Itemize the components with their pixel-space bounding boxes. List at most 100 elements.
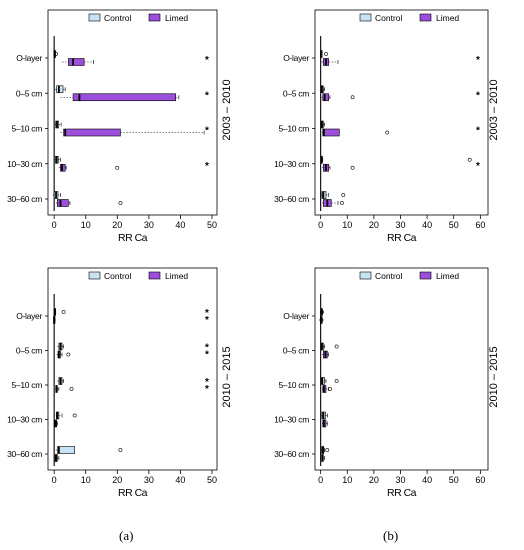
x-tick-label: 50: [449, 475, 459, 485]
x-tick-label: 60: [475, 220, 485, 230]
box-outlier: [54, 52, 58, 56]
y-tick-label: O-layer: [283, 53, 309, 63]
legend-swatch-control: [88, 271, 101, 280]
significance-marker: *: [205, 315, 209, 326]
x-tick-label: 30: [144, 475, 154, 485]
legend-swatch-limed: [148, 13, 161, 22]
plot-frame: [47, 267, 218, 471]
box-control: [56, 85, 64, 94]
x-tick-label: 0: [318, 220, 323, 230]
x-tick-label: 30: [395, 475, 405, 485]
x-tick-label: 0: [52, 220, 57, 230]
legend-swatch-limed: [419, 13, 432, 22]
box-outlier: [325, 448, 330, 452]
box-outlier: [350, 165, 355, 170]
legend-swatch-limed: [419, 271, 432, 280]
y-tick-label: 0–5 cm: [16, 346, 42, 356]
x-tick-label: 10: [342, 220, 352, 230]
x-tick-label: 50: [207, 220, 217, 230]
y-tick-label: 10–30 cm: [7, 159, 42, 169]
period-label: 2010 – 2015: [488, 346, 500, 407]
box-limed: [72, 93, 176, 102]
significance-marker: *: [476, 55, 480, 66]
legend-label-control: Control: [375, 271, 403, 281]
y-tick-label: 10–30 cm: [274, 415, 309, 425]
legend-swatch-control: [359, 271, 372, 280]
box-outlier: [334, 344, 339, 349]
plot-frame: [314, 267, 489, 471]
box-outlier: [69, 387, 74, 391]
y-tick-label: 30–60 cm: [274, 449, 309, 459]
x-tick-label: 0: [52, 475, 57, 485]
significance-marker: *: [476, 161, 480, 172]
y-tick-label: 5–10 cm: [11, 124, 42, 134]
significance-marker: *: [205, 161, 209, 172]
x-tick-label: 10: [342, 475, 352, 485]
y-tick-label: O-layer: [16, 53, 42, 63]
box-outlier: [467, 157, 472, 162]
y-tick-label: O-layer: [283, 311, 309, 321]
y-tick-label: 10–30 cm: [7, 415, 42, 425]
legend-label-control: Control: [104, 13, 132, 23]
box-outlier: [340, 201, 344, 205]
y-tick-label: 30–60 cm: [7, 449, 42, 459]
x-tick-label: 20: [369, 220, 379, 230]
x-tick-label: 40: [422, 220, 432, 230]
box-outlier: [324, 52, 328, 56]
box-outlier: [66, 352, 71, 357]
box-outlier: [350, 95, 355, 100]
legend-label-control: Control: [375, 13, 403, 23]
box-outlier: [328, 387, 332, 391]
legend-swatch-control: [359, 13, 372, 22]
box-control: [57, 446, 75, 454]
x-tick-label: 0: [318, 475, 323, 485]
y-tick-label: 0–5 cm: [283, 88, 309, 98]
y-tick-label: 0–5 cm: [283, 346, 309, 356]
chart-panel-b-2003-2010: 0 10 20 30 40 50 60 RR Ca Control Limed O-layer 0–5…: [274, 9, 500, 244]
chart-panel-b-2010-2015: 0 10 20 30 40 50 60 RR Ca Control Limed O-layer 0–5…: [274, 267, 500, 499]
plot-frame: [47, 9, 218, 216]
y-tick-label: 5–10 cm: [278, 380, 309, 390]
box-outlier: [385, 130, 390, 135]
box-outlier: [72, 413, 77, 418]
x-tick-label: 20: [369, 475, 379, 485]
box-limed: [63, 128, 121, 137]
box-outlier: [115, 165, 120, 170]
x-tick-label: 40: [175, 475, 185, 485]
box-outlier: [334, 379, 339, 383]
significance-marker: *: [205, 126, 209, 137]
x-tick-label: 40: [422, 475, 432, 485]
x-tick-label: 20: [112, 220, 122, 230]
legend-label-limed: Limed: [165, 271, 188, 281]
significance-marker: *: [205, 377, 209, 388]
x-tick-label: 30: [395, 220, 405, 230]
legend-label-limed: Limed: [436, 13, 459, 23]
period-label: 2003 – 2010: [488, 79, 500, 140]
caption-a: (a): [119, 528, 134, 543]
x-tick-label: 20: [112, 475, 122, 485]
box-outlier: [61, 310, 66, 314]
significance-marker: *: [205, 343, 209, 354]
y-tick-label: 5–10 cm: [278, 124, 309, 134]
legend-label-control: Control: [104, 271, 132, 281]
box-limed: [322, 128, 340, 137]
legend-swatch-control: [88, 13, 101, 22]
significance-marker: *: [205, 384, 209, 395]
x-tick-label: 30: [144, 220, 154, 230]
significance-marker: *: [476, 126, 480, 137]
legend-label-limed: Limed: [436, 271, 459, 281]
x-tick-label: 50: [207, 475, 217, 485]
plot-frame: [314, 9, 489, 216]
x-axis-label: RR Ca: [118, 487, 148, 499]
x-tick-label: 40: [175, 220, 185, 230]
x-tick-label: 10: [81, 475, 91, 485]
x-tick-label: 10: [81, 220, 91, 230]
box-limed: [322, 93, 329, 102]
box-outlier: [118, 201, 123, 205]
period-label: 2010 – 2015: [221, 346, 233, 407]
chart-panel-a-2010-2015: 0 10 20 30 40 50 RR Ca Control Limed O-layer 0–5 c…: [7, 267, 233, 499]
x-axis-label: RR Ca: [387, 487, 417, 499]
box-limed: [68, 58, 85, 66]
y-tick-label: 0–5 cm: [16, 88, 42, 98]
